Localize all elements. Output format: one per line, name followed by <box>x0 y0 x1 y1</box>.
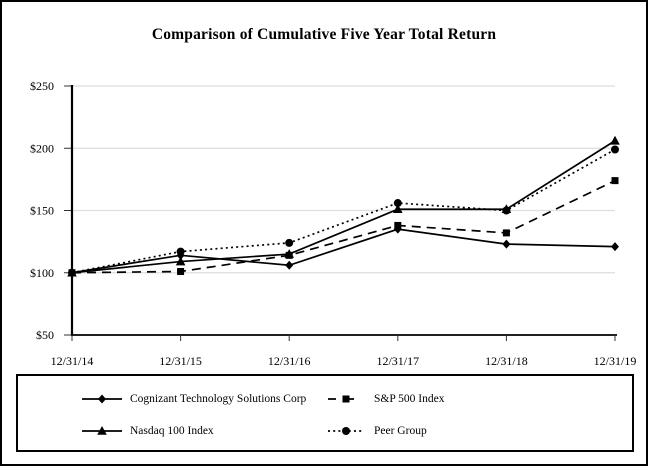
legend-label-sp500: S&P 500 Index <box>374 393 445 405</box>
legend-entry-peer-group: Peer Group <box>328 423 427 439</box>
y-tick-label: $150 <box>30 204 54 218</box>
series-line-circle <box>71 148 616 274</box>
legend-line-triangle-icon <box>82 426 122 435</box>
y-tick-label: $50 <box>36 328 54 342</box>
legend-entry-sp500: S&P 500 Index <box>328 391 445 407</box>
y-tick-label: $250 <box>30 79 54 93</box>
series-line-square <box>71 179 616 274</box>
x-tick-label: 12/31/15 <box>159 354 202 368</box>
x-tick-label: 12/31/18 <box>485 354 528 368</box>
x-tick-label: 12/31/19 <box>594 354 637 368</box>
legend-line-square-icon <box>328 395 364 403</box>
legend-label-peer-group: Peer Group <box>374 425 427 437</box>
chart-title: Comparison of Cumulative Five Year Total… <box>151 26 497 43</box>
legend-entry-nasdaq: Nasdaq 100 Index <box>82 423 214 439</box>
legend-line-diamond-icon <box>82 394 122 404</box>
series-line-triangle <box>71 140 616 274</box>
series-markers-square <box>68 177 619 277</box>
legend-box <box>16 374 634 452</box>
gridlines <box>72 85 615 274</box>
x-tick-label: 12/31/17 <box>376 354 419 368</box>
x-tick-label: 12/31/16 <box>268 354 311 368</box>
series-markers-circle <box>68 145 619 277</box>
legend-entry-cognizant: Cognizant Technology Solutions Corp <box>82 391 306 407</box>
series-markers-triangle <box>67 135 620 277</box>
legend-label-cognizant: Cognizant Technology Solutions Corp <box>130 393 307 405</box>
y-axis: $50 $100 $150 $200 $250 <box>30 79 74 342</box>
y-tick-label: $100 <box>30 266 54 280</box>
legend-line-circle-icon <box>328 427 364 435</box>
y-tick-label: $200 <box>30 141 54 155</box>
legend-label-nasdaq: Nasdaq 100 Index <box>130 425 214 437</box>
series-line-diamond <box>71 228 616 274</box>
x-tick-label: 12/31/14 <box>51 354 94 368</box>
x-axis: 12/31/14 12/31/15 12/31/16 12/31/17 12/31/18… <box>51 334 637 368</box>
